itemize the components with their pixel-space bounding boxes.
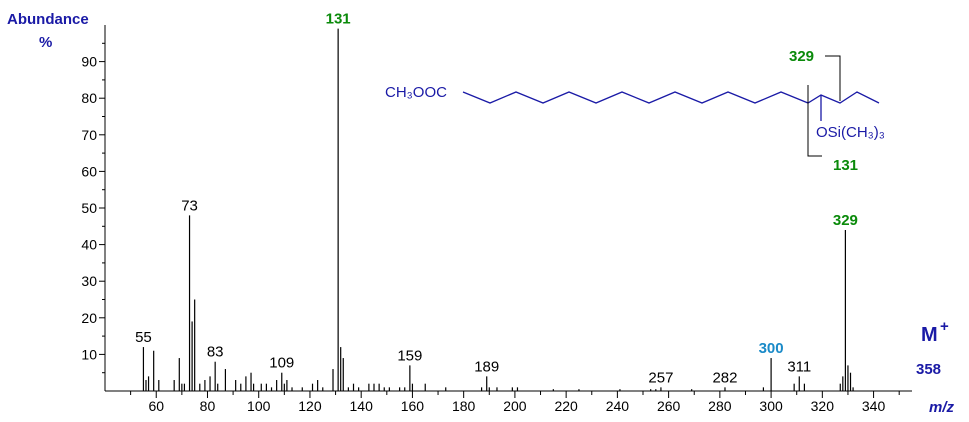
x-tick-label: 180 bbox=[452, 398, 476, 414]
peak-label: 159 bbox=[397, 347, 422, 364]
y-tick-label: 40 bbox=[81, 237, 97, 253]
x-tick-label: 140 bbox=[350, 398, 374, 414]
y-tick-label: 30 bbox=[81, 273, 97, 289]
x-tick-label: 300 bbox=[759, 398, 783, 414]
x-tick-label: 340 bbox=[862, 398, 886, 414]
peak-label: 73 bbox=[181, 197, 198, 214]
spectrum-peaks bbox=[142, 28, 854, 391]
peak-label: 109 bbox=[269, 355, 294, 372]
y-tick-label: 10 bbox=[81, 346, 97, 362]
peak-label: 131 bbox=[326, 11, 351, 28]
x-axis-label: m/z bbox=[929, 399, 955, 416]
axes bbox=[104, 25, 912, 392]
x-ticks: 60 80 100 120 140 160 180 200 220 240 260 280 300 320… bbox=[130, 391, 900, 414]
molecular-ion-mz: 358 bbox=[916, 361, 941, 378]
x-tick-label: 240 bbox=[606, 398, 630, 414]
tms-group-label: OSi(CH₃)₃ bbox=[816, 124, 885, 141]
cleavage-marker-131 bbox=[807, 85, 822, 157]
x-tick-label: 200 bbox=[503, 398, 527, 414]
y-ticks: 10 20 30 40 50 60 70 80 90 bbox=[81, 42, 105, 374]
y-tick-label: 80 bbox=[81, 90, 97, 106]
peak-label: 282 bbox=[712, 369, 737, 386]
fragment-329-label: 329 bbox=[789, 48, 814, 65]
y-tick-label: 50 bbox=[81, 200, 97, 216]
x-tick-label: 280 bbox=[708, 398, 732, 414]
x-tick-label: 220 bbox=[554, 398, 578, 414]
y-tick-label: 70 bbox=[81, 127, 97, 143]
y-axis-unit: % bbox=[39, 34, 52, 51]
fragment-131-label: 131 bbox=[833, 157, 858, 174]
molecular-ion-charge: + bbox=[940, 318, 949, 335]
carbon-chain bbox=[462, 91, 880, 104]
molecular-ion-annotation: M + 358 bbox=[916, 318, 949, 378]
cleavage-marker-329 bbox=[825, 55, 841, 101]
y-tick-label: 90 bbox=[81, 54, 97, 70]
peak-label: 257 bbox=[648, 369, 673, 386]
peak-label: 311 bbox=[787, 358, 811, 375]
y-axis-label: Abundance bbox=[7, 11, 89, 28]
x-tick-label: 100 bbox=[247, 398, 271, 414]
peak-label: 329 bbox=[833, 212, 858, 229]
chemical-structure: CH₃OOC OSi(CH₃)₃ 329 131 bbox=[385, 48, 885, 174]
x-tick-label: 120 bbox=[298, 398, 322, 414]
y-tick-label: 60 bbox=[81, 163, 97, 179]
peak-label: 55 bbox=[135, 329, 152, 346]
ester-group-label: CH₃OOC bbox=[385, 84, 447, 101]
x-tick-label: 80 bbox=[200, 398, 216, 414]
x-tick-label: 60 bbox=[148, 398, 164, 414]
x-tick-label: 160 bbox=[401, 398, 425, 414]
peak-label: 83 bbox=[207, 344, 224, 361]
molecular-ion-symbol: M bbox=[921, 324, 938, 346]
y-tick-label: 20 bbox=[81, 310, 97, 326]
x-tick-label: 260 bbox=[657, 398, 681, 414]
peak-label: 300 bbox=[759, 340, 784, 357]
peak-label: 189 bbox=[474, 358, 499, 375]
x-tick-label: 320 bbox=[811, 398, 835, 414]
